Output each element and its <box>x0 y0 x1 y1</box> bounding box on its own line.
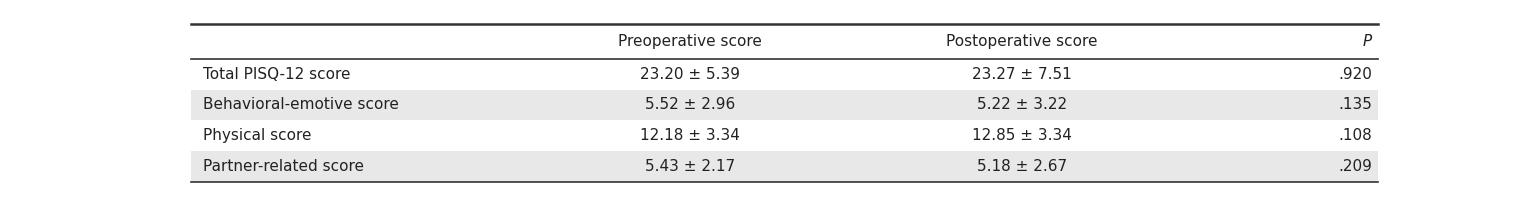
Text: P: P <box>1363 34 1372 49</box>
Text: .135: .135 <box>1338 98 1372 112</box>
Text: 5.43 ± 2.17: 5.43 ± 2.17 <box>645 159 735 174</box>
Text: Total PISQ-12 score: Total PISQ-12 score <box>204 67 351 82</box>
Bar <box>191 120 1378 151</box>
Text: 12.18 ± 3.34: 12.18 ± 3.34 <box>640 128 739 143</box>
Text: 23.20 ± 5.39: 23.20 ± 5.39 <box>640 67 739 82</box>
Text: 23.27 ± 7.51: 23.27 ± 7.51 <box>972 67 1072 82</box>
Bar <box>191 90 1378 120</box>
Text: Postoperative score: Postoperative score <box>946 34 1098 49</box>
Text: 5.52 ± 2.96: 5.52 ± 2.96 <box>645 98 735 112</box>
Text: 12.85 ± 3.34: 12.85 ± 3.34 <box>972 128 1072 143</box>
Bar <box>191 59 1378 90</box>
Bar <box>191 151 1378 182</box>
Text: Behavioral-emotive score: Behavioral-emotive score <box>204 98 400 112</box>
Text: Preoperative score: Preoperative score <box>619 34 761 49</box>
Text: .920: .920 <box>1338 67 1372 82</box>
Text: 5.22 ± 3.22: 5.22 ± 3.22 <box>977 98 1067 112</box>
Text: .108: .108 <box>1338 128 1372 143</box>
Text: Partner-related score: Partner-related score <box>204 159 364 174</box>
Text: Physical score: Physical score <box>204 128 312 143</box>
Text: .209: .209 <box>1338 159 1372 174</box>
Text: 5.18 ± 2.67: 5.18 ± 2.67 <box>977 159 1067 174</box>
